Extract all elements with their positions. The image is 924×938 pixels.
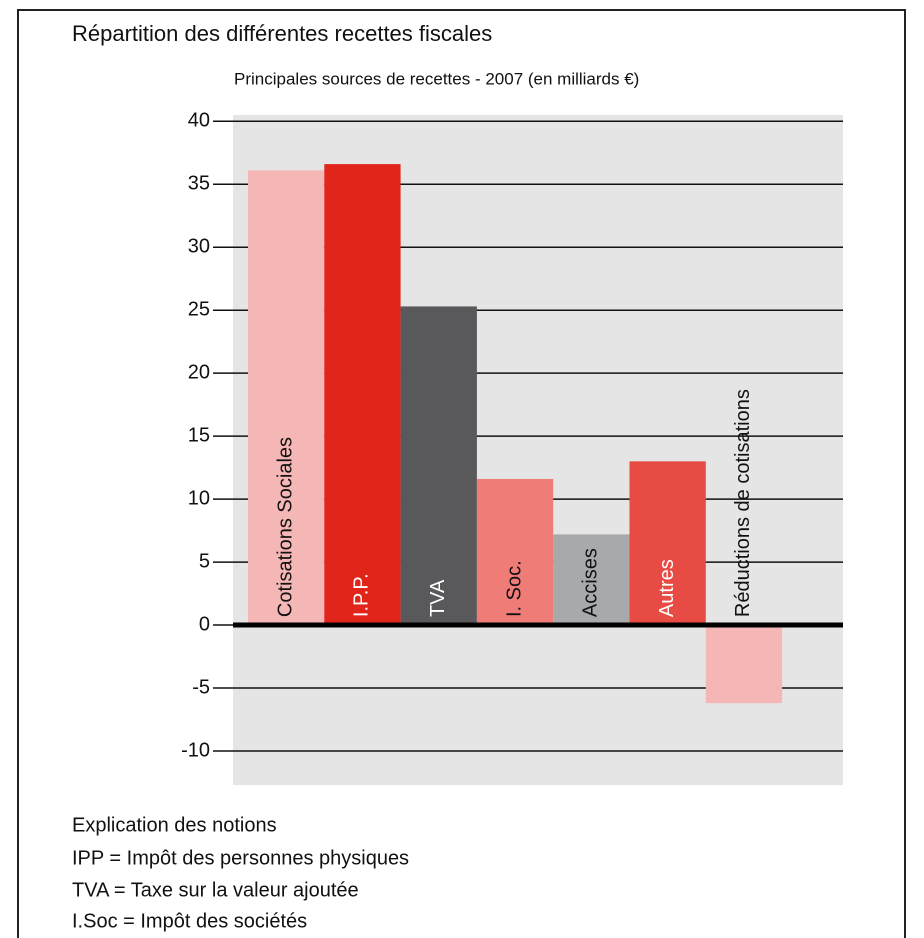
bar <box>629 461 706 626</box>
chart-title: Répartition des différentes recettes fis… <box>72 21 492 46</box>
chart-subtitle: Principales sources de recettes - 2007 (… <box>234 69 639 88</box>
y-tick-label: 10 <box>188 487 210 509</box>
bar-label: Accises <box>580 548 602 617</box>
y-tick-label: 20 <box>188 361 210 383</box>
notes-title: Explication des notions <box>72 814 277 836</box>
bar-label: TVA <box>427 579 449 617</box>
note-line: I.Soc = Impôt des sociétés <box>72 910 307 932</box>
y-tick-label: 30 <box>188 236 210 258</box>
bar <box>248 170 325 626</box>
bar-label: Cotisations Sociales <box>274 437 296 617</box>
bar <box>553 534 630 626</box>
bar-label: Autres <box>656 559 678 617</box>
frame <box>17 9 906 938</box>
y-tick-label: 15 <box>188 424 210 446</box>
bar <box>400 306 477 626</box>
bar <box>324 164 401 626</box>
bar-label: Réductions de cotisations <box>732 389 754 617</box>
bar-label: I. Soc. <box>503 560 525 617</box>
note-line: TVA = Taxe sur la valeur ajoutée <box>72 879 359 901</box>
note-line: IPP = Impôt des personnes physiques <box>72 847 409 869</box>
y-tick-label: 0 <box>199 613 210 635</box>
y-tick-label: 35 <box>188 173 210 195</box>
bar-label: I.P.P. <box>351 573 373 617</box>
y-tick-label: -10 <box>181 739 210 761</box>
y-tick-label: 5 <box>199 550 210 572</box>
y-tick-label: -5 <box>192 676 210 698</box>
bar <box>705 625 783 704</box>
bar <box>476 478 554 626</box>
y-tick-label: 40 <box>188 110 210 132</box>
y-tick-label: 25 <box>188 298 210 320</box>
